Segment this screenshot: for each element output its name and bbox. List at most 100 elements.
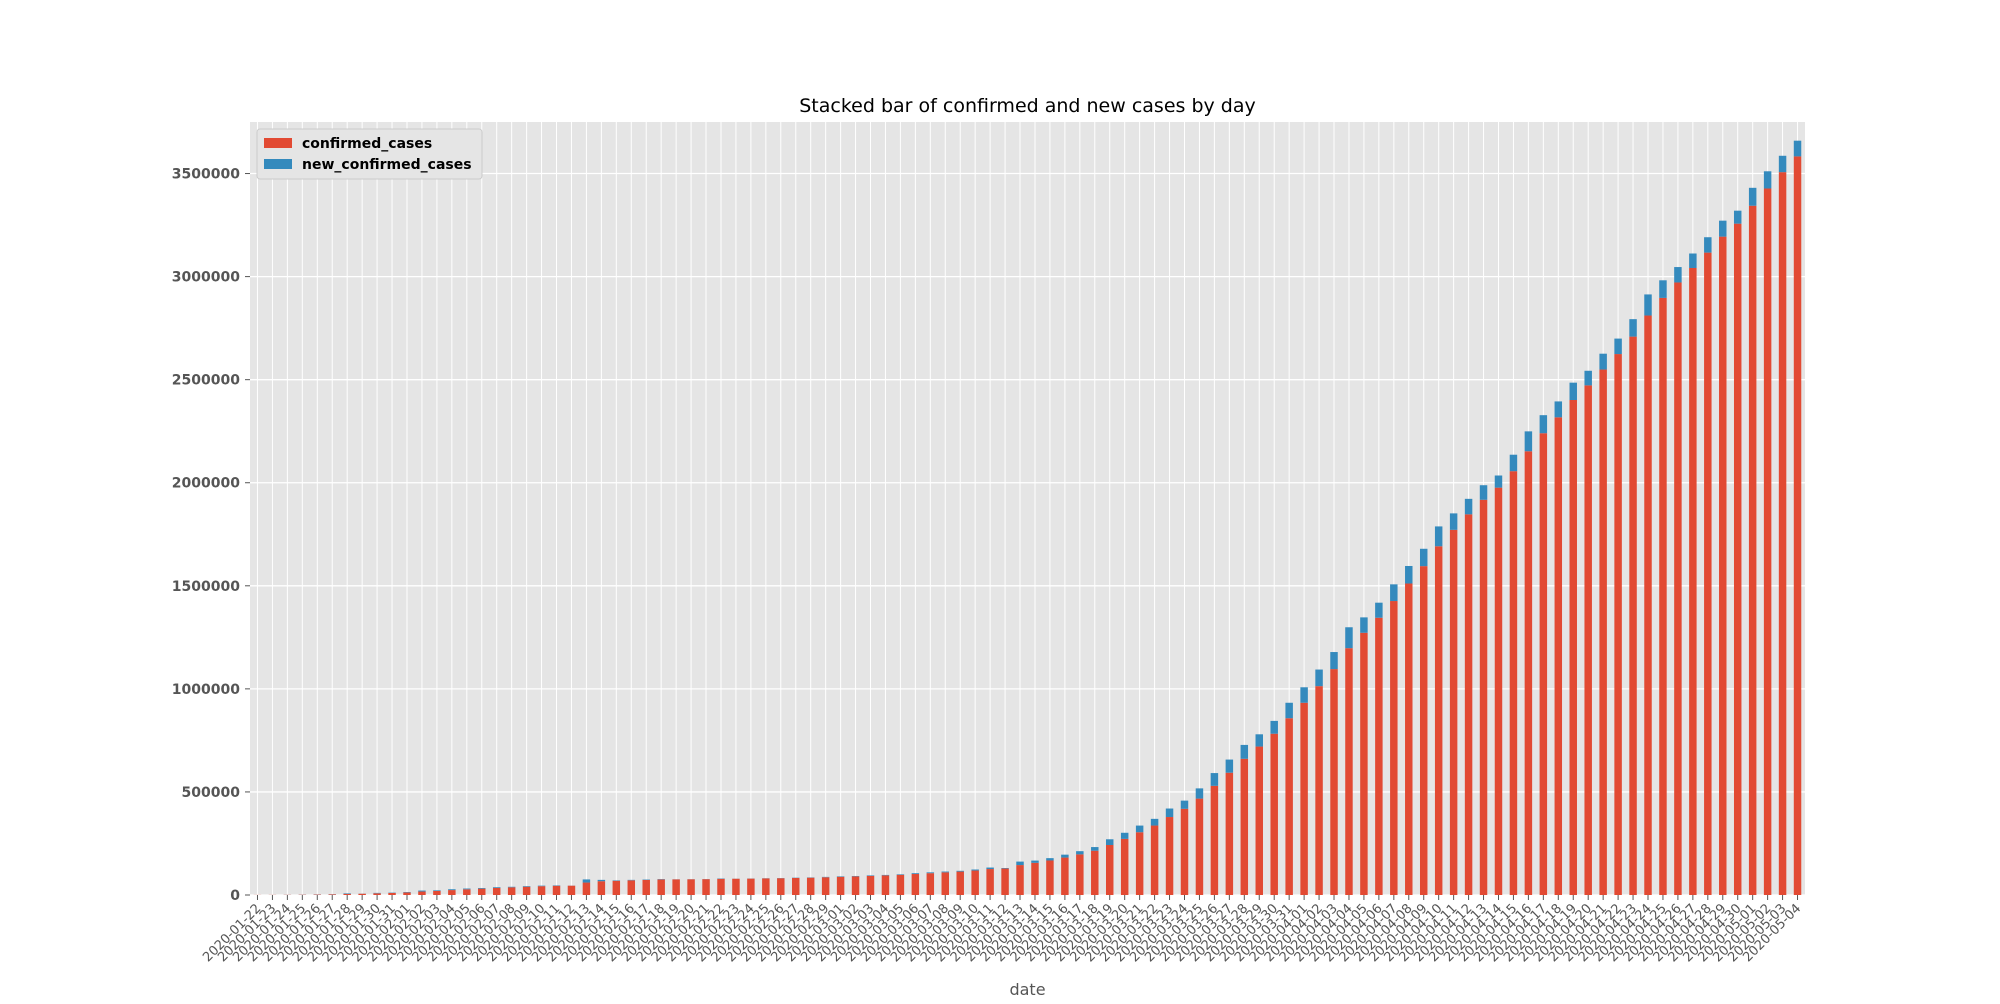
bar-new-confirmed-cases [343,893,350,894]
bar-confirmed-cases [1794,156,1801,895]
legend-label-confirmed-cases: confirmed_cases [302,136,432,152]
bar-new-confirmed-cases [942,872,949,873]
bar-confirmed-cases [1270,734,1277,895]
bar-new-confirmed-cases [1031,861,1038,863]
bar-new-confirmed-cases [1704,237,1711,252]
bar-confirmed-cases [418,892,425,895]
bar-new-confirmed-cases [508,887,515,888]
bar-new-confirmed-cases [523,886,530,887]
bar-new-confirmed-cases [1241,745,1248,759]
bar-new-confirmed-cases [583,879,590,882]
bar-new-confirmed-cases [1330,652,1337,669]
bar-confirmed-cases [882,875,889,895]
bar-confirmed-cases [1719,237,1726,895]
bar-confirmed-cases [1510,471,1517,895]
bar-confirmed-cases [1360,633,1367,895]
bar-confirmed-cases [1211,786,1218,895]
bar-confirmed-cases [1121,839,1128,895]
bar-new-confirmed-cases [912,873,919,874]
bar-confirmed-cases [1629,337,1636,895]
x-axis-label: date [1009,980,1045,999]
bar-confirmed-cases [986,869,993,895]
bar-new-confirmed-cases [493,887,500,888]
bar-confirmed-cases [343,894,350,895]
bar-confirmed-cases [1241,759,1248,895]
bar-new-confirmed-cases [1465,499,1472,514]
bar-confirmed-cases [702,879,709,895]
bar-confirmed-cases [1614,354,1621,895]
bar-new-confirmed-cases [1091,847,1098,851]
bar-confirmed-cases [613,881,620,895]
bar-confirmed-cases [1046,860,1053,895]
bar-new-confirmed-cases [1420,549,1427,566]
bar-new-confirmed-cases [1644,294,1651,315]
bar-confirmed-cases [1689,268,1696,895]
bar-confirmed-cases [657,880,664,895]
bar-confirmed-cases [463,889,470,895]
y-tick-label: 0 [230,888,240,904]
bar-confirmed-cases [1226,773,1233,895]
legend-label-new-confirmed-cases: new_confirmed_cases [302,157,472,173]
bar-new-confirmed-cases [1016,862,1023,865]
bar-confirmed-cases [628,880,635,895]
bar-new-confirmed-cases [1046,858,1053,860]
y-tick-label: 1500000 [172,579,240,595]
bar-new-confirmed-cases [1749,188,1756,206]
bar-confirmed-cases [1749,206,1756,895]
bar-new-confirmed-cases [1285,703,1292,718]
bar-confirmed-cases [777,878,784,895]
bar-confirmed-cases [1345,648,1352,895]
bar-confirmed-cases [1584,385,1591,895]
bar-confirmed-cases [1196,799,1203,895]
y-axis-ticks: 0500000100000015000002000000250000030000… [172,167,250,904]
y-tick-label: 1000000 [172,682,240,698]
bar-confirmed-cases [583,883,590,895]
bar-confirmed-cases [687,879,694,895]
bar-confirmed-cases [1151,826,1158,895]
bar-confirmed-cases [1420,566,1427,895]
bar-new-confirmed-cases [1794,141,1801,157]
bar-confirmed-cases [1779,172,1786,895]
bar-new-confirmed-cases [1450,513,1457,529]
bar-confirmed-cases [807,878,814,895]
bar-confirmed-cases [852,876,859,895]
bar-confirmed-cases [538,886,545,895]
bar-confirmed-cases [478,889,485,895]
bar-confirmed-cases [1570,400,1577,895]
bar-new-confirmed-cases [1599,354,1606,370]
bar-confirmed-cases [747,879,754,895]
bar-new-confirmed-cases [1166,809,1173,818]
bar-confirmed-cases [1166,817,1173,895]
bar-confirmed-cases [1390,601,1397,895]
bar-confirmed-cases [1330,669,1337,895]
bar-confirmed-cases [373,893,380,895]
bar-new-confirmed-cases [1001,868,1008,869]
legend-swatch-new-confirmed-cases [264,159,292,169]
bar-new-confirmed-cases [1584,371,1591,386]
bar-confirmed-cases [1435,546,1442,895]
bar-new-confirmed-cases [1315,670,1322,687]
bar-confirmed-cases [1734,224,1741,895]
bar-new-confirmed-cases [1734,211,1741,224]
bar-confirmed-cases [1704,253,1711,895]
bar-new-confirmed-cases [1151,819,1158,826]
bar-new-confirmed-cases [1480,485,1487,500]
bar-confirmed-cases [1465,514,1472,895]
bar-new-confirmed-cases [598,880,605,881]
bar-new-confirmed-cases [1196,788,1203,798]
bar-confirmed-cases [1091,851,1098,895]
bar-new-confirmed-cases [1181,801,1188,809]
bar-confirmed-cases [553,886,560,895]
bar-new-confirmed-cases [1061,855,1068,858]
legend-swatch-confirmed-cases [264,138,292,148]
bar-new-confirmed-cases [1555,401,1562,417]
bar-confirmed-cases [433,891,440,895]
bar-new-confirmed-cases [448,889,455,890]
bar-new-confirmed-cases [1659,280,1666,298]
bar-new-confirmed-cases [986,868,993,869]
bar-confirmed-cases [1540,433,1547,895]
bar-new-confirmed-cases [956,871,963,872]
bar-new-confirmed-cases [1136,826,1143,833]
